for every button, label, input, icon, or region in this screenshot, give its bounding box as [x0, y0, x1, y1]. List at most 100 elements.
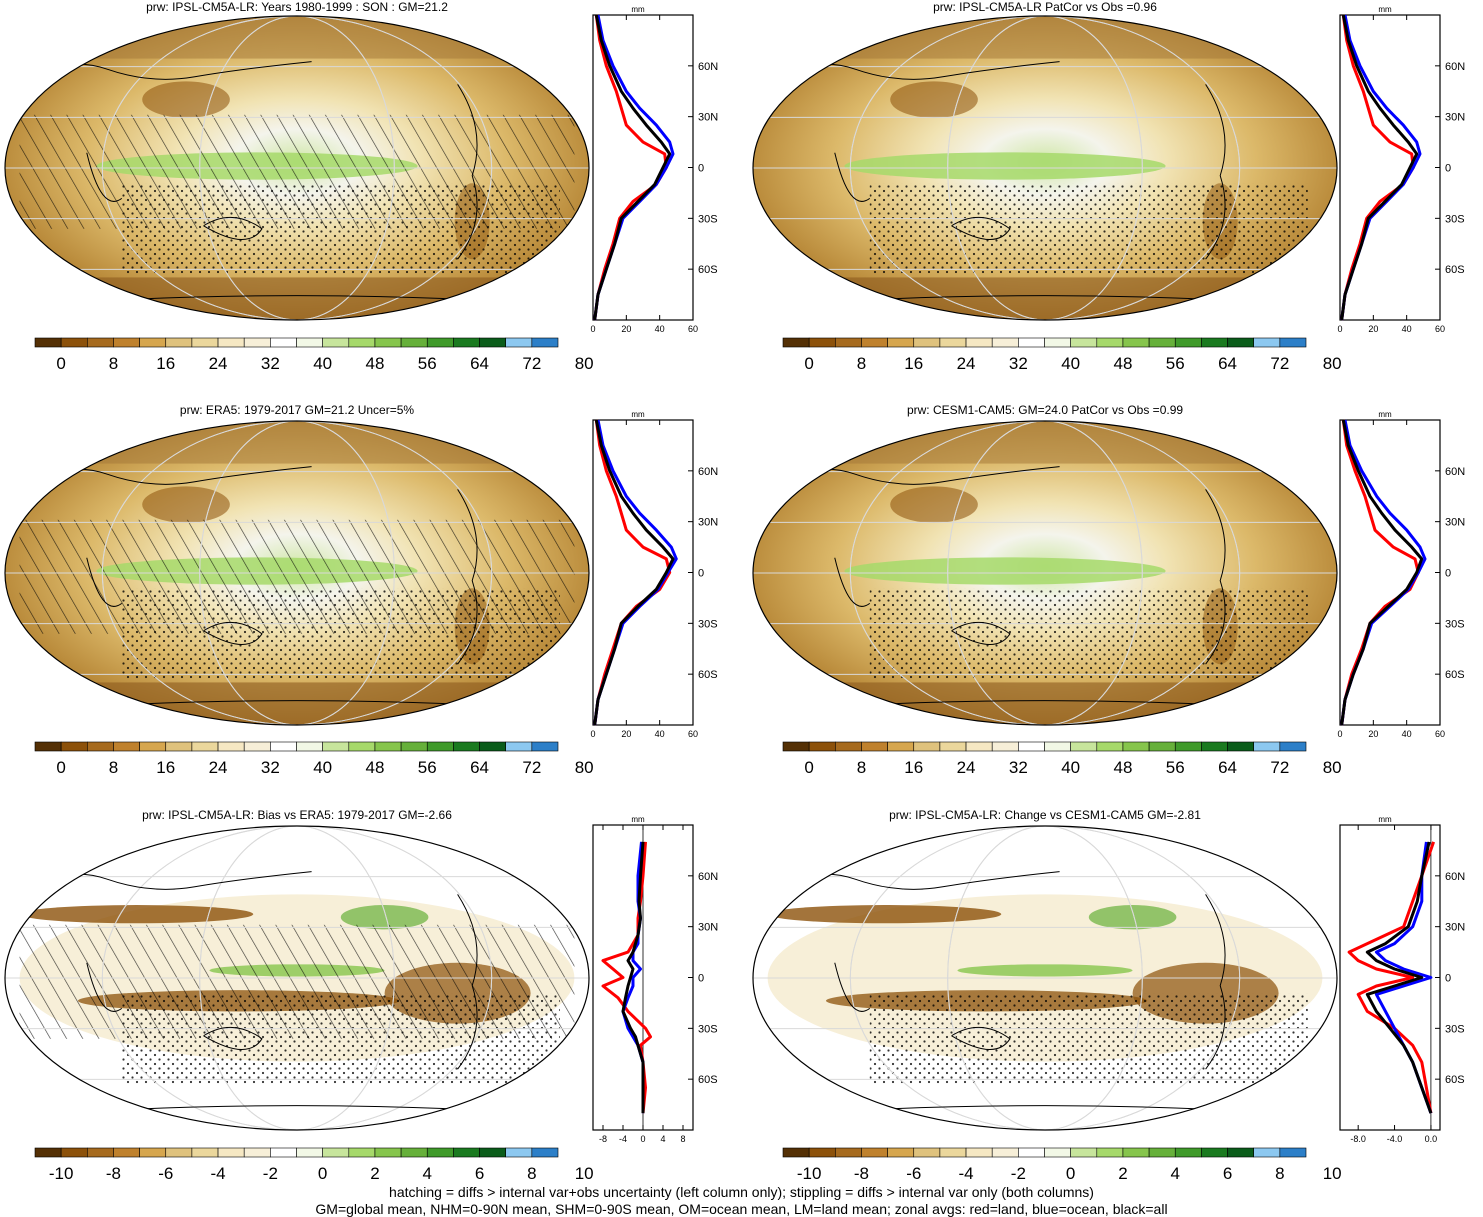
- polar-band-south: [5, 277, 589, 320]
- zonal-y-tick-label: 0: [1445, 163, 1451, 175]
- colorbar-swatch: [270, 1147, 297, 1158]
- colorbar-tick-label: -4: [958, 1164, 973, 1183]
- colorbar-swatch: [479, 1147, 506, 1158]
- coastline-africa: [834, 557, 871, 607]
- colorbar-swatch: [887, 741, 915, 752]
- polar-band-north: [753, 421, 1337, 464]
- colorbar-tick-label: 8: [109, 354, 118, 373]
- graticule-lon: [101, 826, 493, 1130]
- coastline-australia: [951, 621, 1011, 645]
- colorbar-swatch: [1096, 741, 1124, 752]
- zonal-y-tick-label: 60S: [698, 669, 718, 681]
- map-p6: [752, 825, 1338, 1131]
- colorbar-swatch: [165, 741, 193, 752]
- colorbar-tick-label: -2: [263, 1164, 278, 1183]
- colorbar-tick-label: 32: [1009, 758, 1028, 777]
- zonal-x-tick-label: 0: [1337, 324, 1342, 334]
- colorbar-tick-label: 0: [318, 1164, 327, 1183]
- colorbar-tick-label: -10: [49, 1164, 74, 1183]
- colorbar-tick-label: 6: [475, 1164, 484, 1183]
- colorbar-swatch: [1279, 337, 1307, 348]
- colorbar-tick-label: 80: [575, 354, 594, 373]
- colorbar-swatch: [939, 1147, 967, 1158]
- footnote-line-2: GM=global mean, NHM=0-90N mean, SHM=0-90…: [315, 1201, 1168, 1217]
- zonal-x-tick-label: 0: [640, 1134, 645, 1144]
- colorbar-swatch: [1070, 337, 1098, 348]
- wet-region: [1088, 905, 1177, 930]
- colorbar-swatch: [1122, 337, 1150, 348]
- colorbar-swatch: [243, 741, 271, 752]
- colorbar-tick-label: -2: [1011, 1164, 1026, 1183]
- colorbar-swatch: [1044, 337, 1071, 348]
- graticule-lon: [101, 421, 493, 725]
- graticule-lon: [849, 16, 1241, 320]
- colorbar-tick-label: 16: [904, 758, 923, 777]
- colorbar-tick-label: 4: [423, 1164, 432, 1183]
- colorbar-swatch: [861, 1147, 888, 1158]
- colorbar-tick-label: 72: [522, 758, 541, 777]
- colorbar-tick-label: 0: [804, 354, 813, 373]
- zonal-p1: mm 0 20 40 60 60N 30N 0 30S 60S: [590, 5, 718, 334]
- zonal-x-tick-label: 0: [1337, 729, 1342, 739]
- colorbar-tick-label: 8: [109, 758, 118, 777]
- colorbar-swatch: [1044, 1147, 1071, 1158]
- zonal-p6: mm -8.0 -4.0 0.0 60N 30N 0 30S 60S: [1339, 815, 1465, 1144]
- zonal-p2: mm 0 20 40 60 60N 30N 0 30S 60S: [1337, 5, 1465, 334]
- colorbar-swatch: [165, 1147, 193, 1158]
- colorbar-swatch: [34, 741, 62, 752]
- wet-band: [844, 152, 1166, 180]
- colorbar-tick-label: 8: [1275, 1164, 1284, 1183]
- stippling: [121, 183, 560, 275]
- colorbar-swatch: [139, 337, 167, 348]
- zonal-y-tick-label: 30N: [698, 112, 718, 124]
- colorbar-p4: 0 8 16 24 32 40 48 56 64 72 80: [782, 741, 1342, 777]
- zonal-y-tick-label: 30N: [1445, 112, 1465, 124]
- zonal-series-all: [1340, 14, 1419, 321]
- stippling: [121, 588, 560, 680]
- colorbar-swatch: [322, 337, 350, 348]
- colorbar-tick-label: 0: [56, 354, 65, 373]
- footnote-line-1: hatching = diffs > internal var+obs unce…: [389, 1184, 1094, 1200]
- zonal-x-tick-label: 20: [1368, 729, 1378, 739]
- colorbar-swatch: [913, 337, 941, 348]
- coastline-africa: [834, 152, 871, 202]
- colorbar-tick-label: -6: [158, 1164, 173, 1183]
- colorbar-tick-label: 2: [1118, 1164, 1127, 1183]
- colorbar-swatch: [1148, 741, 1176, 752]
- colorbar-tick-label: -4: [210, 1164, 225, 1183]
- zonal-y-tick-label: 60S: [1445, 669, 1465, 681]
- colorbar-tick-label: 56: [1166, 354, 1185, 373]
- zonal-y-tick-label: 30S: [1445, 213, 1465, 225]
- zonal-y-tick-label: 30N: [1445, 922, 1465, 934]
- zonal-series-all: [621, 841, 645, 1114]
- colorbar-tick-label: 16: [156, 758, 175, 777]
- graticule-lon: [101, 16, 493, 320]
- colorbar-tick-label: 40: [1061, 758, 1080, 777]
- zonal-y-tick-label: 0: [698, 973, 704, 985]
- zonal-series-all: [593, 14, 672, 321]
- colorbar-swatch: [505, 741, 533, 752]
- colorbar-swatch: [479, 741, 506, 752]
- colorbar-swatch: [348, 741, 376, 752]
- colorbar-swatch: [808, 1147, 836, 1158]
- colorbar-swatch: [453, 337, 480, 348]
- colorbar-swatch: [1070, 741, 1098, 752]
- zonal-y-tick-label: 60N: [698, 466, 718, 478]
- colorbar-swatch: [965, 1147, 993, 1158]
- colorbar-swatch: [782, 741, 810, 752]
- zonal-x-tick-label: 40: [1402, 324, 1412, 334]
- colorbar-tick-label: 6: [1223, 1164, 1232, 1183]
- graticule-lon: [849, 421, 1241, 725]
- zonal-x-tick-label: 40: [655, 324, 665, 334]
- zonal-y-tick-label: 0: [698, 568, 704, 580]
- colorbar-swatch: [861, 337, 888, 348]
- colorbar-tick-label: 24: [209, 758, 228, 777]
- colorbar-swatch: [191, 741, 219, 752]
- colorbar-swatch: [808, 741, 836, 752]
- graticule-lon: [947, 16, 1143, 320]
- colorbar-swatch: [913, 1147, 941, 1158]
- zonal-p4: mm 0 20 40 60 60N 30N 0 30S 60S: [1337, 410, 1465, 739]
- colorbar-tick-label: 48: [1113, 354, 1132, 373]
- zonal-p3: mm 0 20 40 60 60N 30N 0 30S 60S: [590, 410, 718, 739]
